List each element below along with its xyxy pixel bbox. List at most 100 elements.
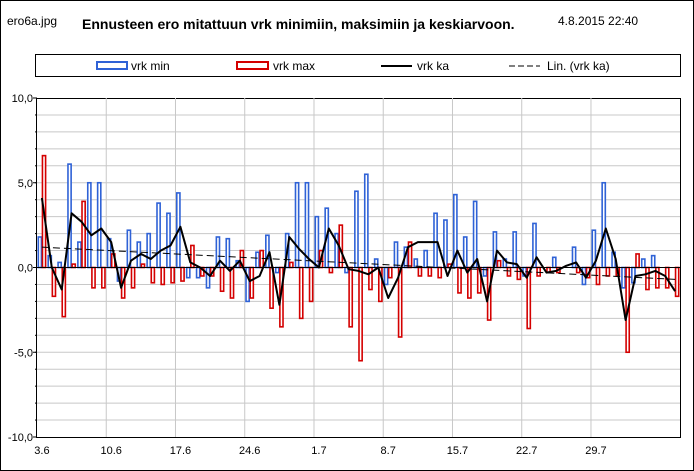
bar-min — [96, 181, 102, 269]
trend-line — [41, 246, 676, 280]
bar-max — [437, 266, 443, 279]
x-tick-label: 22.7 — [516, 445, 537, 457]
bar-min — [57, 261, 63, 269]
bar-max — [536, 266, 542, 277]
bar-min — [37, 236, 43, 269]
y-tick-label: 10,0 — [12, 93, 33, 105]
x-tick-label: 3.6 — [34, 445, 49, 457]
y-tick-label: 5,0 — [18, 178, 33, 190]
bar-min — [433, 212, 438, 269]
bar-min — [294, 181, 300, 269]
legend-entry-trend: Lin. (vrk ka) — [509, 59, 610, 73]
bar-min — [354, 190, 359, 269]
avg-line — [40, 197, 676, 321]
bar-min — [472, 200, 478, 269]
bar-min — [77, 241, 82, 269]
legend-swatch-max — [236, 61, 269, 70]
legend-label-trend: Lin. (vrk ka) — [547, 59, 610, 73]
bar-min — [106, 237, 112, 269]
bar-max — [170, 266, 176, 284]
legend-label-avg: vrk ka — [417, 59, 449, 73]
bar-min — [621, 266, 626, 289]
timestamp-label: 4.8.2015 22:40 — [558, 14, 638, 28]
bar-min — [156, 202, 161, 269]
bar-max — [180, 266, 185, 282]
bar-max — [417, 266, 423, 277]
bar-max — [595, 266, 601, 286]
line-layer — [40, 197, 676, 321]
bar-max — [249, 266, 255, 299]
bar-max — [358, 266, 363, 362]
legend-label-max: vrk max — [273, 59, 315, 73]
legend-label-min: vrk min — [131, 59, 170, 73]
bar-min — [650, 254, 656, 269]
bar-max — [348, 266, 354, 328]
bar-max — [427, 266, 433, 277]
legend-entry-avg: vrk ka — [381, 59, 449, 73]
bar-min — [185, 266, 191, 279]
x-tick-label: 15.7 — [447, 445, 468, 457]
bar-max — [130, 266, 136, 289]
x-tick-label: 10.6 — [100, 445, 121, 457]
bar-min — [551, 256, 557, 269]
bar-min — [225, 237, 231, 269]
bar-max — [674, 266, 680, 298]
bar-min — [265, 234, 270, 269]
bar-min — [601, 181, 607, 269]
bar-max — [140, 263, 146, 269]
bar-min — [274, 266, 280, 274]
legend-entry-min: vrk min — [96, 59, 170, 73]
bar-max — [635, 253, 640, 269]
bar-min — [146, 232, 152, 269]
bar-min — [423, 249, 429, 269]
legend-swatch-min — [96, 61, 128, 70]
bar-max — [308, 266, 314, 303]
bar-min — [205, 266, 211, 289]
y-tick-label: -5,0 — [14, 347, 33, 359]
y-tick-label: -10,0 — [8, 432, 33, 444]
bar-min — [640, 258, 646, 269]
legend-entry-max: vrk max — [236, 59, 315, 73]
bar-min — [383, 266, 389, 286]
bar-min — [373, 258, 379, 269]
bar-max — [496, 259, 502, 269]
bar-max — [506, 266, 512, 277]
bar-max — [298, 266, 304, 320]
x-tick-label: 24.6 — [239, 445, 260, 457]
bar-max — [81, 200, 86, 269]
chart-title: Ennusteen ero mitattuun vrk minimiin, ma… — [82, 16, 515, 32]
bar-max — [368, 266, 373, 291]
bar-max — [71, 263, 77, 269]
y-tick-label: 0,0 — [18, 263, 33, 275]
bar-max — [229, 266, 235, 299]
legend-box — [35, 54, 681, 77]
x-tick-label: 1.7 — [311, 445, 326, 457]
bar-min — [255, 251, 260, 269]
bar-max — [457, 266, 462, 294]
bar-min — [443, 219, 448, 269]
bar-max — [387, 266, 393, 279]
bar-min — [166, 212, 171, 269]
bar-max — [150, 266, 156, 284]
bar-max — [219, 266, 225, 293]
bar-max — [160, 266, 166, 286]
x-tick-label: 8.7 — [381, 445, 396, 457]
bar-min — [482, 266, 488, 277]
bar-min — [363, 173, 369, 269]
bar-min — [512, 231, 518, 269]
filename-label: ero6a.jpg — [7, 14, 57, 28]
bar-min — [86, 181, 92, 269]
bar-min — [393, 241, 399, 269]
bar-max — [91, 266, 96, 289]
axis-layer: 10,0 5,0 0,0 -5,0 -10,03.6 10.6 17.6 24.6 1.7 8.7… — [8, 93, 607, 457]
x-tick-label: 29.7 — [585, 445, 606, 457]
bar-min — [195, 266, 201, 279]
bar-max — [101, 266, 106, 289]
bar-max — [288, 261, 294, 269]
bar-max — [259, 249, 265, 269]
bar-max — [328, 266, 334, 274]
x-tick-label: 17.6 — [170, 445, 191, 457]
bar-min — [462, 236, 468, 269]
